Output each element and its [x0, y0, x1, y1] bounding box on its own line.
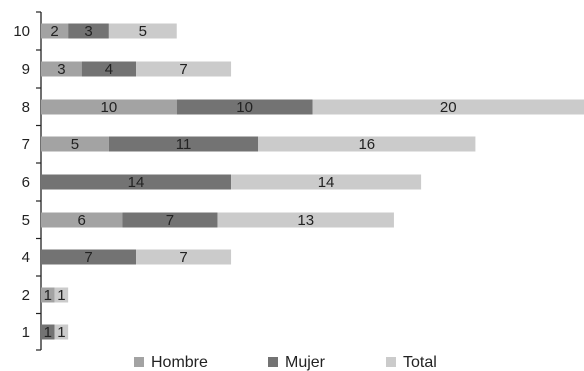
category-label: 7 [22, 136, 30, 153]
bar-value-label: 7 [179, 61, 187, 78]
bar-mujer [41, 324, 55, 340]
bar-mujer [41, 174, 232, 190]
bar-value-label: 1 [44, 324, 52, 341]
bar-total [217, 212, 394, 228]
bar-value-label: 20 [440, 99, 457, 116]
bar-mujer [108, 136, 259, 152]
category-label: 10 [13, 23, 30, 40]
legend-swatch-total [386, 357, 396, 367]
bar-value-label: 16 [358, 136, 375, 153]
bar-hombre [41, 136, 109, 152]
bar-value-label: 11 [176, 136, 192, 153]
bar-total [136, 61, 232, 77]
bar-value-label: 1 [57, 287, 65, 304]
category-label: 5 [22, 212, 30, 229]
bar-value-label: 14 [128, 174, 145, 191]
bar-hombre [41, 99, 177, 115]
bar-value-label: 13 [297, 212, 314, 229]
bar-value-label: 7 [166, 212, 174, 229]
bar-total [136, 249, 232, 265]
category-labels: 10 9 8 7 6 5 4 2 1 [13, 23, 30, 341]
legend-swatch-hombre [134, 357, 144, 367]
bar-hombre [41, 212, 123, 228]
bar-mujer [176, 99, 313, 115]
bar-hombre [41, 61, 82, 77]
bar-value-label: 7 [179, 249, 187, 266]
bar-mujer [68, 23, 109, 39]
bar-value-label: 1 [44, 287, 52, 304]
legend-swatch-mujer [268, 357, 278, 367]
bar-total [54, 324, 69, 340]
bar-value-label: 1 [57, 324, 65, 341]
bar-value-label: 2 [50, 23, 58, 40]
bar-mujer [81, 61, 137, 77]
category-label: 2 [22, 287, 30, 304]
bar-value-label: 4 [105, 61, 113, 78]
bar-value-label: 5 [139, 23, 147, 40]
bar-value-label: 3 [84, 23, 92, 40]
legend-label-total: Total [403, 354, 437, 371]
category-label: 1 [22, 324, 30, 341]
bar-total [108, 23, 177, 39]
legend: Hombre Mujer Total [134, 354, 437, 371]
category-label: 4 [22, 249, 30, 266]
category-label: 8 [22, 99, 30, 116]
bar-value-label: 7 [84, 249, 92, 266]
bar-total [54, 287, 69, 303]
y-axis [36, 11, 42, 351]
legend-label-mujer: Mujer [285, 354, 326, 371]
bar-value-label: 10 [101, 99, 118, 116]
bar-value-label: 10 [236, 99, 253, 116]
bar-total [312, 99, 584, 115]
bar-value-label: 5 [71, 136, 79, 153]
bar-mujer [41, 249, 137, 265]
bar-hombre [41, 287, 55, 303]
legend-label-hombre: Hombre [151, 354, 208, 371]
bar-hombre [41, 23, 69, 39]
category-label: 9 [22, 61, 30, 78]
category-label: 6 [22, 174, 30, 191]
bar-value-label: 6 [78, 212, 86, 229]
bar-value-label: 3 [57, 61, 65, 78]
bar-mujer [122, 212, 218, 228]
bar-value-label: 14 [318, 174, 335, 191]
bar-total [231, 174, 422, 190]
bar-total [258, 136, 476, 152]
